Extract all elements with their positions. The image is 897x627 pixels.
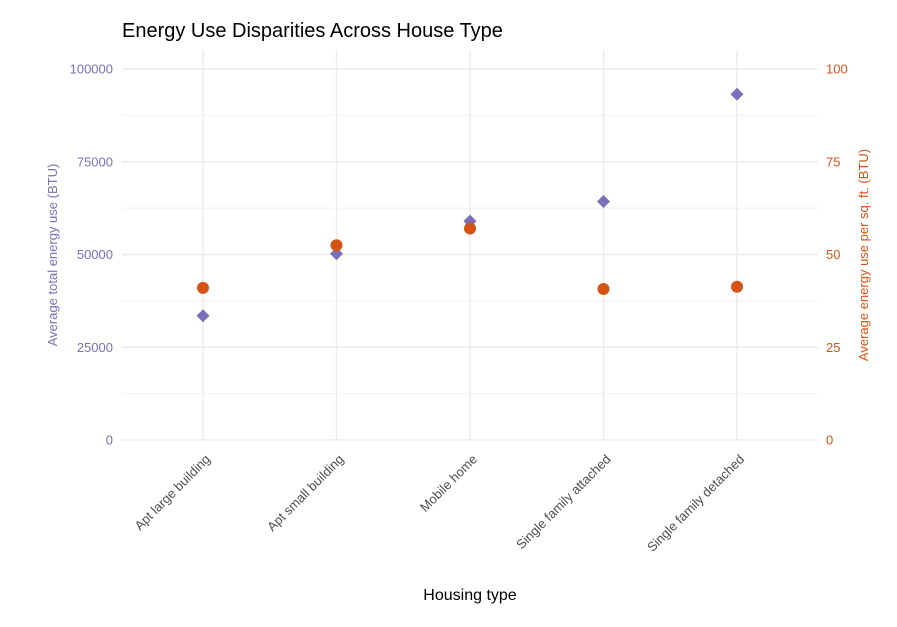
circle-point — [330, 239, 343, 252]
data-marks — [196, 87, 744, 323]
y-axis-right-title: Average energy use per sq. ft. (BTU) — [856, 149, 871, 361]
y-right-tick-label: 100 — [826, 62, 848, 77]
diamond-point — [597, 194, 610, 208]
circle-point — [731, 280, 743, 293]
x-tick-label: Single family attached — [513, 452, 614, 553]
x-tick-label: Apt large building — [131, 452, 213, 534]
diamond-point — [196, 309, 210, 323]
y-right-tick-label: 0 — [826, 433, 833, 448]
y-axis-left-title: Average total energy use (BTU) — [45, 164, 60, 347]
y-right-tick-label: 75 — [826, 154, 840, 169]
x-axis-title: Housing type — [423, 587, 516, 604]
chart-title: Energy Use Disparities Across House Type — [122, 20, 503, 42]
y-left-tick-label: 75000 — [77, 154, 113, 169]
grid — [122, 50, 818, 441]
circle-point — [464, 222, 476, 235]
y-left-tick-label: 100000 — [70, 62, 113, 77]
diamond-point — [730, 87, 744, 101]
circle-point — [197, 281, 209, 294]
axes: 0 25000 50000 75000 100000 0 25 50 75 100 Apt larg… — [70, 62, 848, 555]
y-right-tick-label: 50 — [826, 247, 840, 262]
y-left-tick-label: 50000 — [77, 247, 113, 262]
circle-point — [597, 283, 610, 296]
x-tick-label: Apt small building — [264, 452, 347, 535]
x-tick-label: Single family detached — [644, 452, 747, 555]
y-left-tick-label: 25000 — [77, 340, 113, 355]
x-tick-label: Mobile home — [417, 452, 480, 515]
y-left-tick-label: 0 — [106, 433, 113, 448]
diamond-point — [330, 247, 343, 261]
y-right-tick-label: 25 — [826, 340, 840, 355]
